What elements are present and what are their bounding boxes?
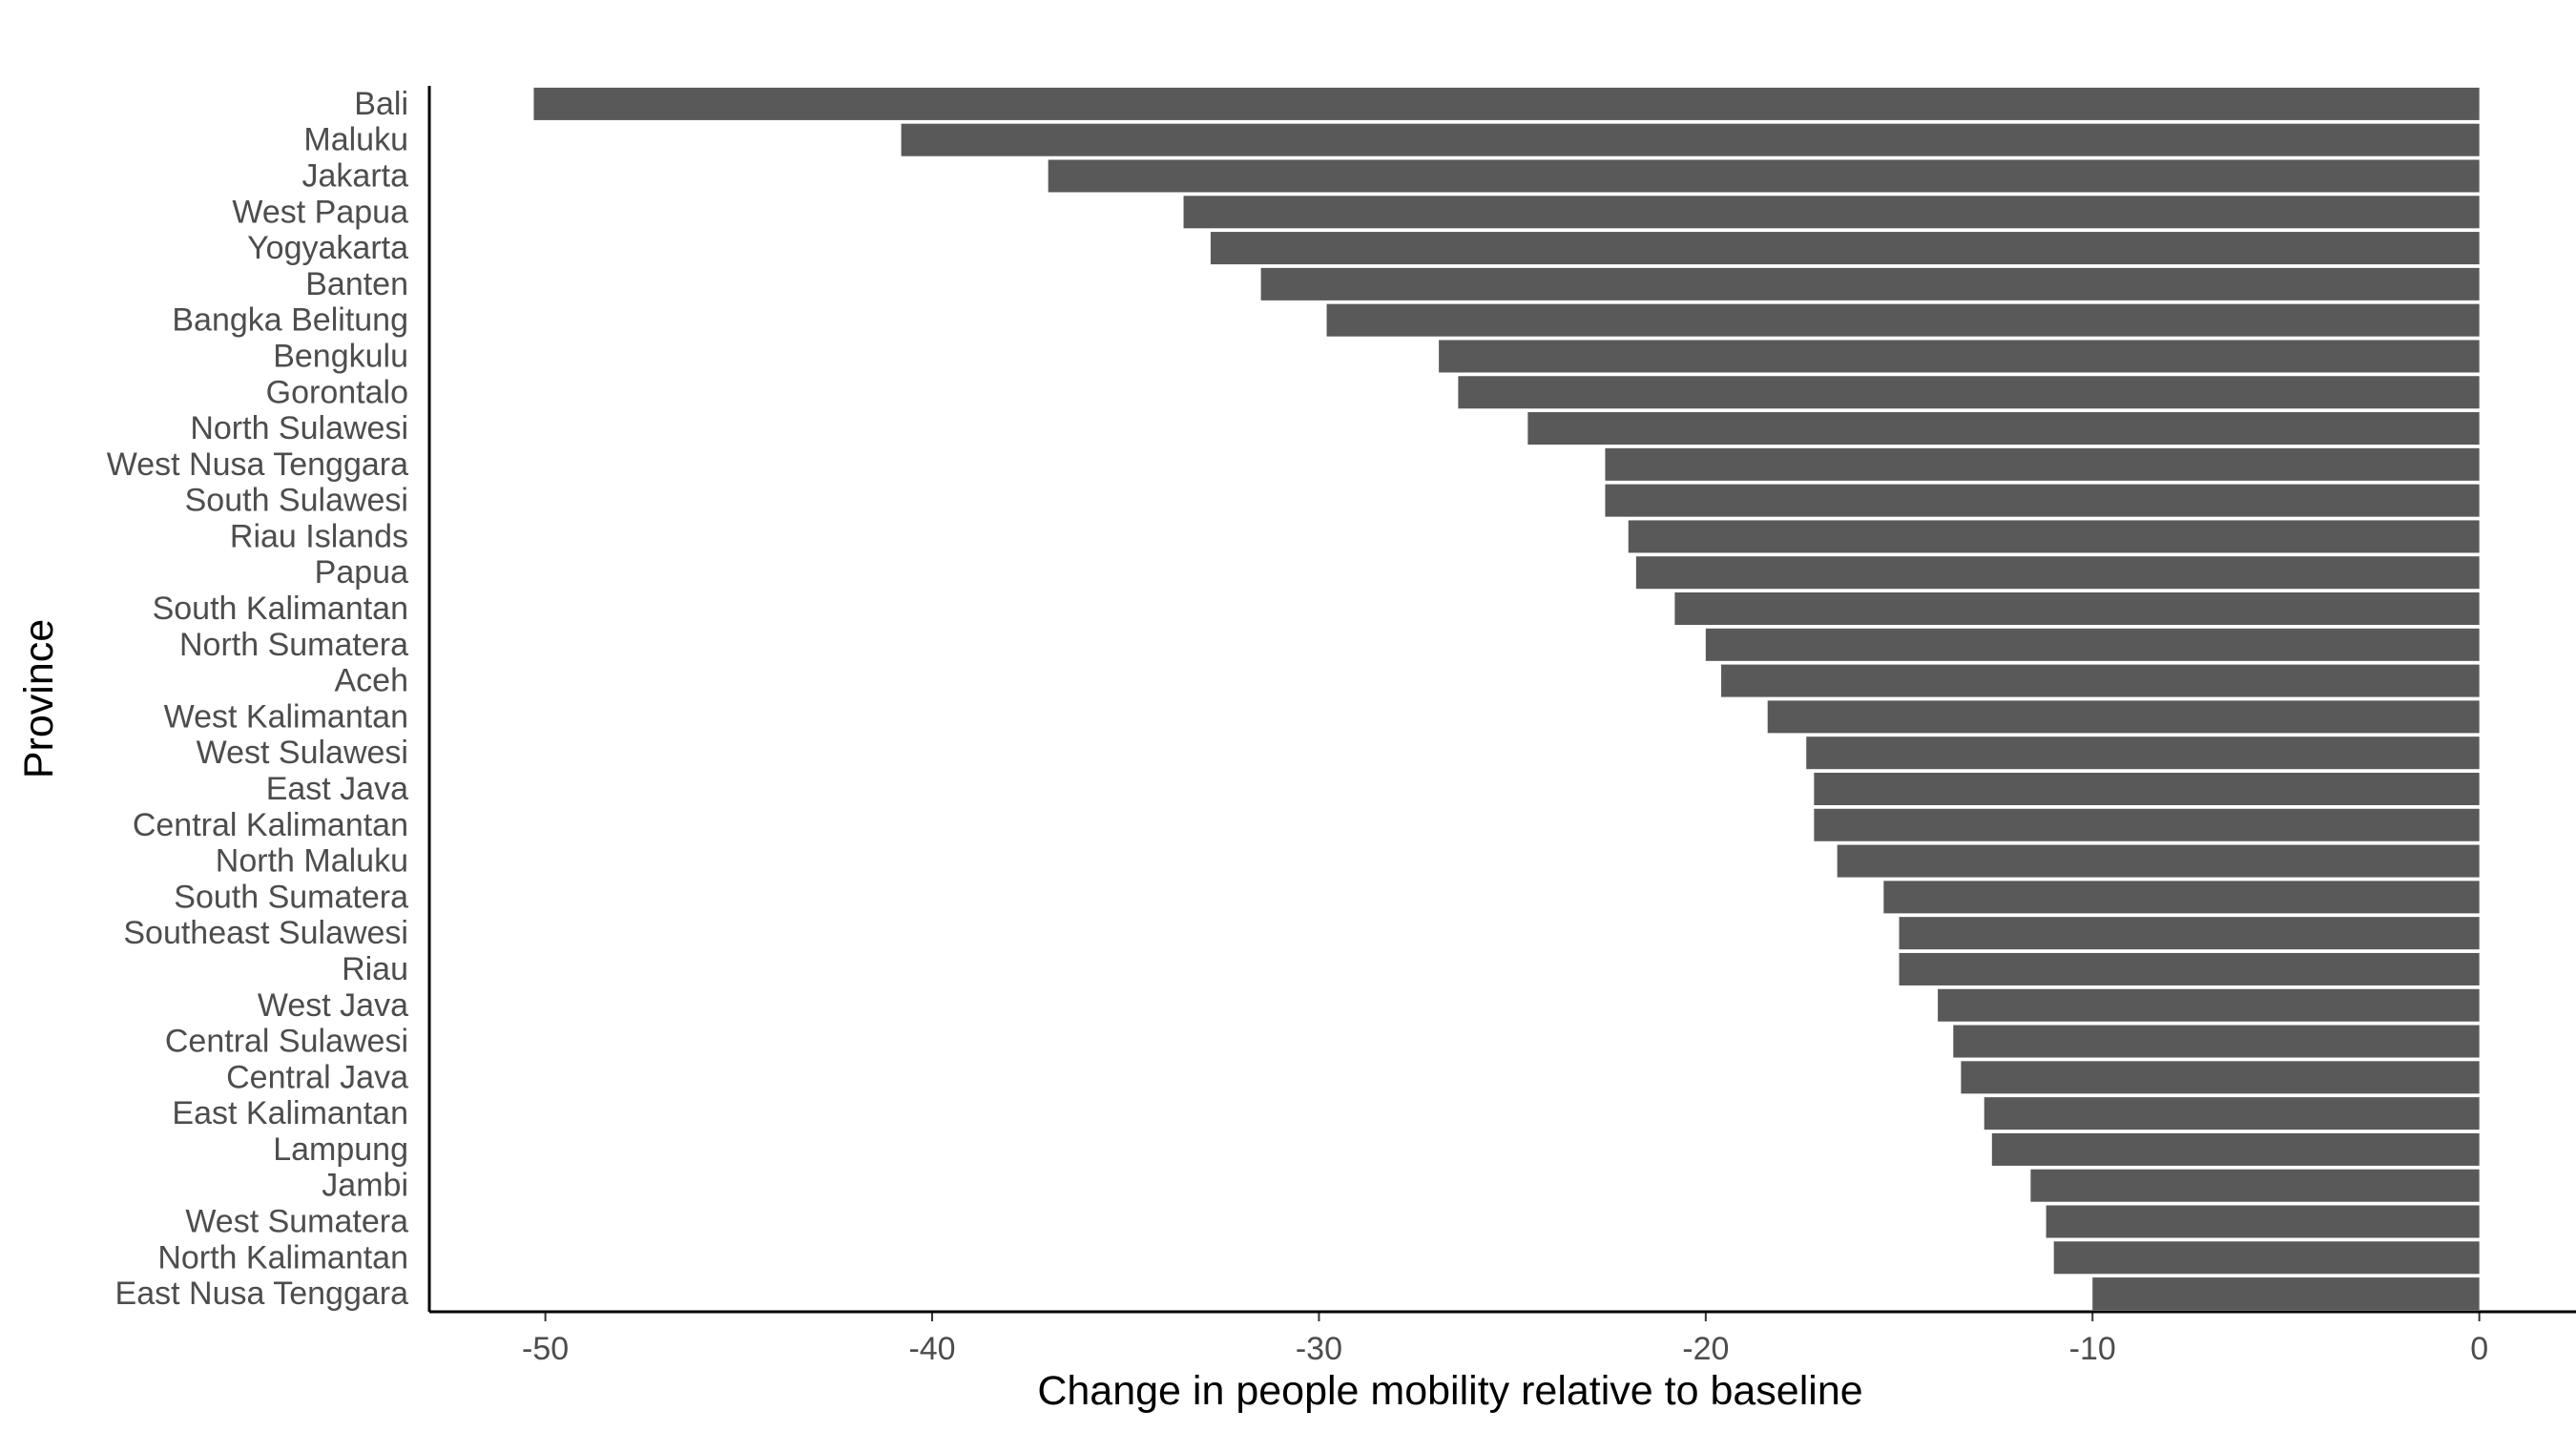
bar-east-nusa-tenggara bbox=[2092, 1277, 2480, 1311]
category-label: Central Kalimantan bbox=[133, 807, 408, 843]
x-tick-label: -10 bbox=[2069, 1331, 2116, 1367]
bar-central-sulawesi bbox=[1953, 1025, 2480, 1058]
bar-maluku bbox=[901, 123, 2480, 156]
bar-west-papua bbox=[1183, 196, 2480, 229]
x-tick-label: 0 bbox=[2470, 1331, 2488, 1367]
bar-papua bbox=[1635, 556, 2480, 590]
category-label: Gorontalo bbox=[266, 374, 408, 410]
category-label: South Kalimantan bbox=[153, 591, 408, 627]
category-label: Aceh bbox=[335, 663, 409, 699]
y-axis-title: Province bbox=[16, 619, 62, 778]
bar-central-java bbox=[1961, 1061, 2480, 1094]
category-label: North Maluku bbox=[216, 843, 408, 880]
category-label: West Nusa Tenggara bbox=[107, 446, 408, 483]
category-label: Riau Islands bbox=[230, 518, 408, 554]
bar-west-nusa-tenggara bbox=[1605, 447, 2480, 481]
bar-jakarta bbox=[1048, 159, 2480, 193]
category-label: Maluku bbox=[303, 122, 408, 158]
bar-gorontalo bbox=[1458, 376, 2480, 409]
bar-lampung bbox=[1991, 1132, 2480, 1166]
category-label: East Nusa Tenggara bbox=[115, 1275, 409, 1312]
bar-west-sumatera bbox=[2046, 1205, 2480, 1238]
bar-bangka-belitung bbox=[1326, 303, 2480, 337]
bar-north-maluku bbox=[1837, 844, 2480, 878]
bar-east-java bbox=[1814, 772, 2480, 805]
x-tick-label: -50 bbox=[522, 1331, 569, 1367]
bar-banten bbox=[1260, 267, 2480, 301]
category-label: Banten bbox=[305, 266, 408, 302]
category-label: North Sumatera bbox=[179, 627, 408, 663]
category-label: Yogyakarta bbox=[247, 230, 408, 266]
x-axis-ticks: -50 -40 -30 -20 -10 0 bbox=[522, 1312, 2488, 1367]
category-label: North Kalimantan bbox=[157, 1239, 408, 1275]
bar-north-sulawesi bbox=[1527, 412, 2480, 446]
category-label: Jakarta bbox=[302, 157, 409, 194]
category-label: Bangka Belitung bbox=[172, 302, 408, 339]
bar-north-kalimantan bbox=[2053, 1241, 2480, 1275]
category-label: South Sulawesi bbox=[185, 483, 408, 519]
category-label: North Sulawesi bbox=[190, 410, 408, 446]
bar-bengkulu bbox=[1439, 340, 2480, 373]
category-label: Central Java bbox=[226, 1059, 408, 1095]
bar-aceh bbox=[1721, 664, 2480, 697]
bar-riau bbox=[1899, 952, 2480, 985]
bar-yogyakarta bbox=[1210, 232, 2480, 265]
bar-west-sulawesi bbox=[1806, 736, 2480, 770]
category-label: Central Sulawesi bbox=[165, 1024, 408, 1060]
bar-north-sumatera bbox=[1705, 628, 2480, 661]
bar-bali bbox=[533, 87, 2480, 120]
x-tick-label: -30 bbox=[1296, 1331, 1342, 1367]
bar-jambi bbox=[2030, 1169, 2480, 1202]
x-axis-title: Change in people mobility relative to ba… bbox=[1037, 1368, 1862, 1414]
category-label: West Papua bbox=[232, 194, 408, 230]
bar-south-sumatera bbox=[1883, 881, 2480, 914]
category-label: Lampung bbox=[273, 1131, 408, 1168]
x-tick-label: -40 bbox=[908, 1331, 955, 1367]
category-label: West Sulawesi bbox=[197, 735, 408, 771]
x-tick-label: -20 bbox=[1682, 1331, 1729, 1367]
category-label: South Sumatera bbox=[174, 879, 408, 915]
bar-south-kalimantan bbox=[1674, 592, 2480, 626]
category-label: Riau bbox=[342, 951, 408, 987]
bar-west-kalimantan bbox=[1767, 700, 2480, 734]
category-label: Jambi bbox=[322, 1168, 408, 1204]
bar-riau-islands bbox=[1628, 520, 2480, 553]
category-label: West Java bbox=[258, 987, 408, 1024]
category-label: East Java bbox=[266, 771, 408, 807]
category-label: Southeast Sulawesi bbox=[123, 915, 408, 951]
category-label: Papua bbox=[315, 554, 408, 591]
bar-west-java bbox=[1938, 988, 2480, 1022]
category-label: East Kalimantan bbox=[172, 1095, 408, 1131]
bar-central-kalimantan bbox=[1814, 808, 2480, 841]
category-label: Bengkulu bbox=[273, 338, 408, 374]
category-label: West Sumatera bbox=[185, 1204, 408, 1240]
bars bbox=[533, 87, 2480, 1311]
bar-south-sulawesi bbox=[1605, 484, 2480, 517]
category-label: Bali bbox=[354, 86, 408, 122]
bar-east-kalimantan bbox=[1984, 1097, 2480, 1130]
category-label: West Kalimantan bbox=[164, 698, 408, 735]
bar-southeast-sulawesi bbox=[1899, 917, 2480, 950]
